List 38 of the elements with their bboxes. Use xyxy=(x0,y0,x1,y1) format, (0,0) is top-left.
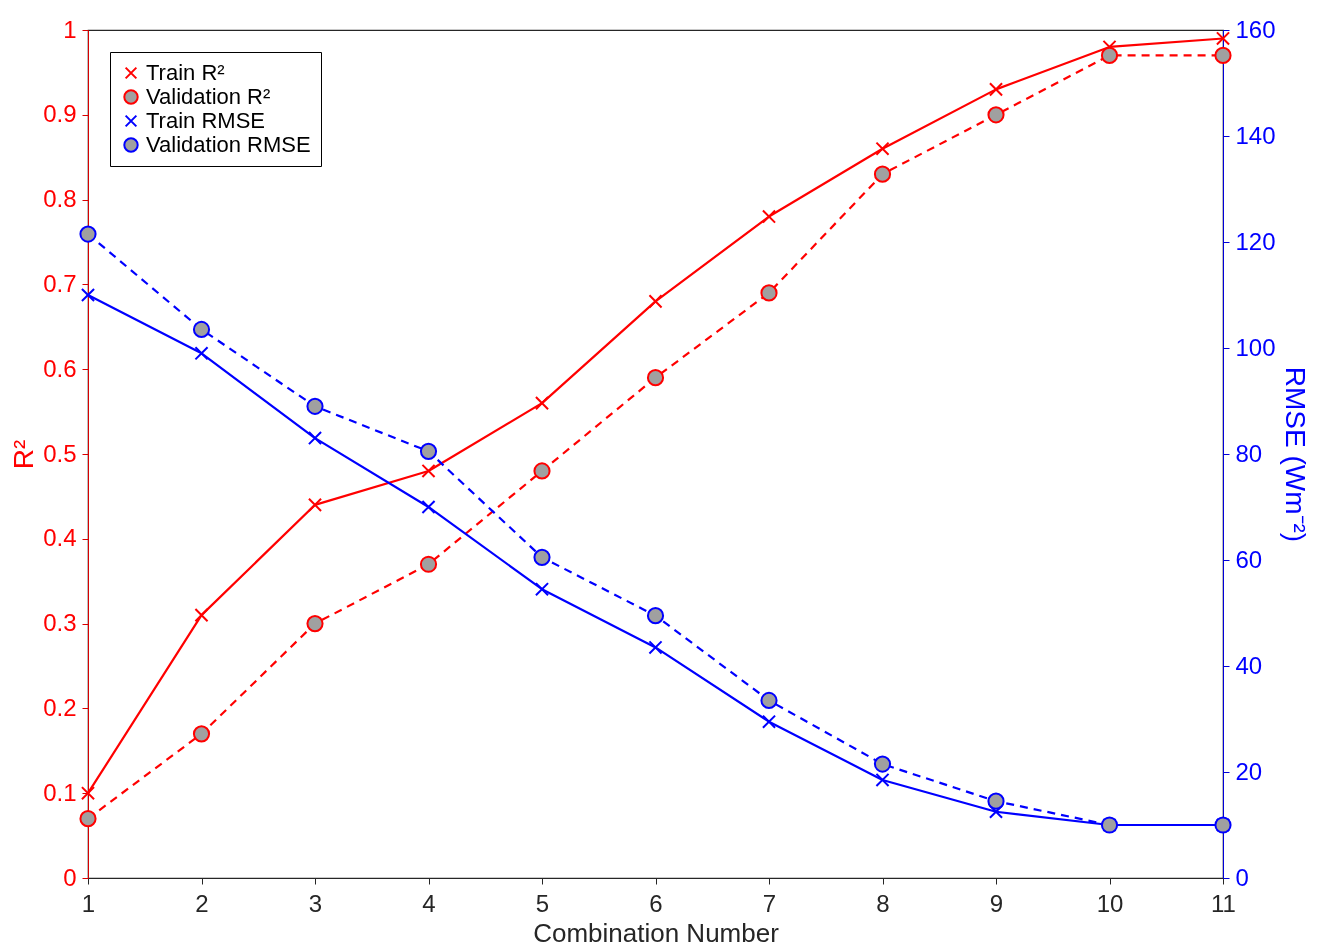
y2-tick-label: 80 xyxy=(1235,439,1263,467)
y2-tick-label: 60 xyxy=(1235,545,1263,573)
x-tick-label: 5 xyxy=(535,889,550,917)
y2-tick-label: 160 xyxy=(1235,15,1276,43)
x-tick-label: 9 xyxy=(989,889,1004,917)
y-tick-label: 1 xyxy=(63,15,77,43)
y-tick-label: 0.4 xyxy=(43,524,77,552)
legend-label: Validation RMSE xyxy=(146,132,311,157)
x-tick-label: 11 xyxy=(1211,889,1236,917)
y-tick-label: 0 xyxy=(63,863,77,891)
x-tick-label: 1 xyxy=(81,889,96,917)
y-tick-label: 0.5 xyxy=(43,439,77,467)
x-tick-label: 2 xyxy=(195,889,209,917)
y2-tick-label: 0 xyxy=(1235,863,1249,891)
y2-tick-label: 140 xyxy=(1235,121,1276,149)
y2-tick-label: 100 xyxy=(1235,333,1276,361)
x-tick-label: 8 xyxy=(876,889,890,917)
x-tick-label: 10 xyxy=(1096,889,1124,917)
y-tick-label: 0.1 xyxy=(43,778,77,806)
y2-axis-title: RMSE (Wm⁻²) xyxy=(1279,366,1311,543)
legend-label: Train RMSE xyxy=(146,108,265,133)
y-tick-label: 0.7 xyxy=(43,269,77,297)
y-tick-label: 0.9 xyxy=(43,100,77,128)
y-tick-label: 0.2 xyxy=(43,693,77,721)
y2-tick-label: 20 xyxy=(1235,757,1263,785)
y2-tick-label: 40 xyxy=(1235,651,1263,679)
x-tick-label: 6 xyxy=(649,889,663,917)
y-tick-label: 0.3 xyxy=(43,609,77,637)
x-tick-label: 4 xyxy=(422,889,436,917)
y-tick-label: 0.6 xyxy=(43,354,77,382)
x-tick-label: 3 xyxy=(308,889,323,917)
y-axis-title: R² xyxy=(8,439,40,470)
legend-label: Train R² xyxy=(146,60,225,85)
x-tick-label: 7 xyxy=(762,889,777,917)
y2-tick-label: 120 xyxy=(1235,227,1276,255)
legend-label: Validation R² xyxy=(146,84,271,109)
x-axis-title: Combination Number xyxy=(533,917,780,948)
y-tick-label: 0.8 xyxy=(43,185,77,213)
